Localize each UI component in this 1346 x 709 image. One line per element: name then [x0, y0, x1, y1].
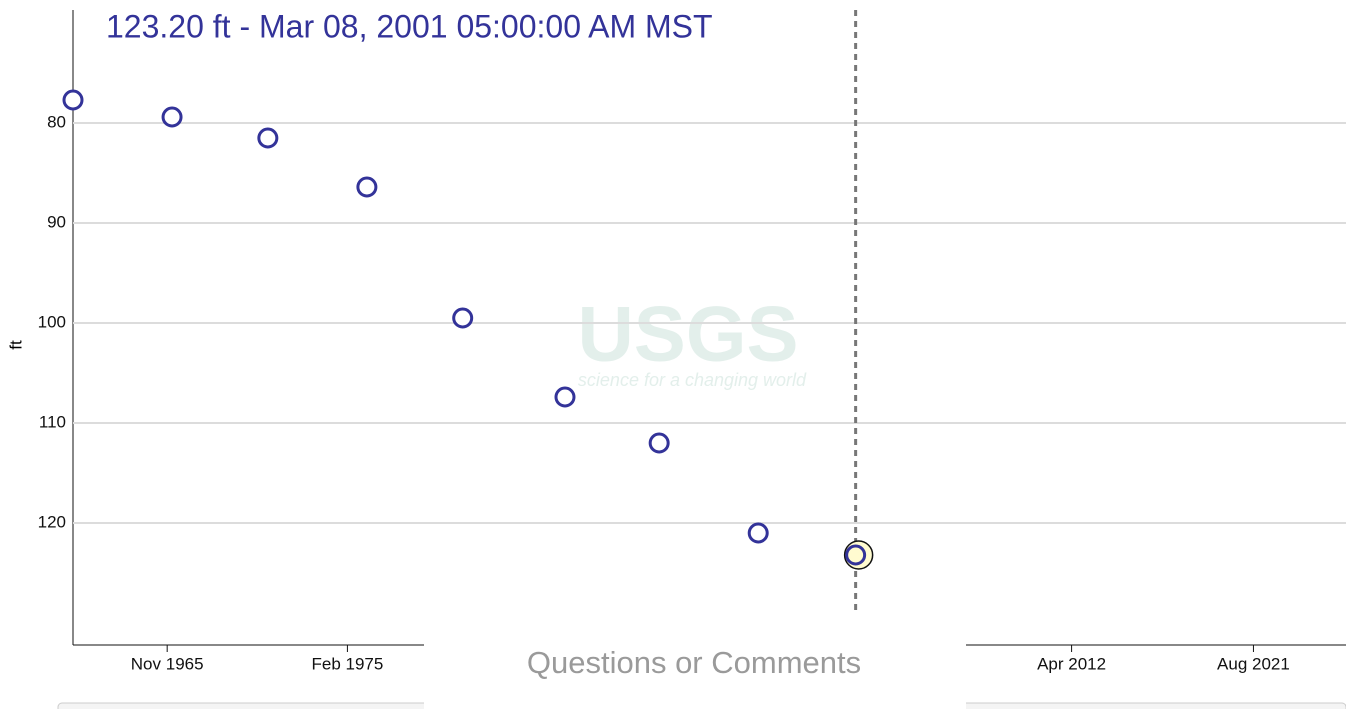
- y-tick-label: 80: [47, 112, 66, 131]
- y-tick-label: 90: [47, 212, 66, 231]
- footer-overlay: [424, 630, 966, 709]
- y-tick-label: 100: [38, 312, 66, 331]
- y-tick-label: 110: [39, 412, 66, 431]
- y-axis-label: ft: [6, 340, 25, 350]
- plot: 80 90 100 110 120 Nov 1965 Feb 1975 Apr 2012 Aug…: [38, 10, 1346, 673]
- data-point: [356, 176, 378, 198]
- data-point: [554, 386, 576, 408]
- data-point: [257, 127, 279, 149]
- x-tick-label: Apr 2012: [1037, 654, 1106, 673]
- data-point: [845, 544, 867, 566]
- x-tick-label: Nov 1965: [131, 654, 204, 673]
- data-point: [62, 89, 84, 111]
- tooltip-title: 123.20 ft - Mar 08, 2001 05:00:00 AM MST: [106, 8, 713, 44]
- data-point: [648, 432, 670, 454]
- watermark-logo: USGS: [577, 290, 798, 378]
- x-tick-label: Feb 1975: [311, 654, 383, 673]
- data-point: [161, 106, 183, 128]
- footer-link[interactable]: Questions or Comments: [527, 645, 861, 680]
- watermark-tagline: science for a changing world: [578, 370, 807, 390]
- x-tick-label: Aug 2021: [1217, 654, 1290, 673]
- y-tick-label: 120: [38, 512, 66, 531]
- data-point: [747, 522, 769, 544]
- data-point: [452, 307, 474, 329]
